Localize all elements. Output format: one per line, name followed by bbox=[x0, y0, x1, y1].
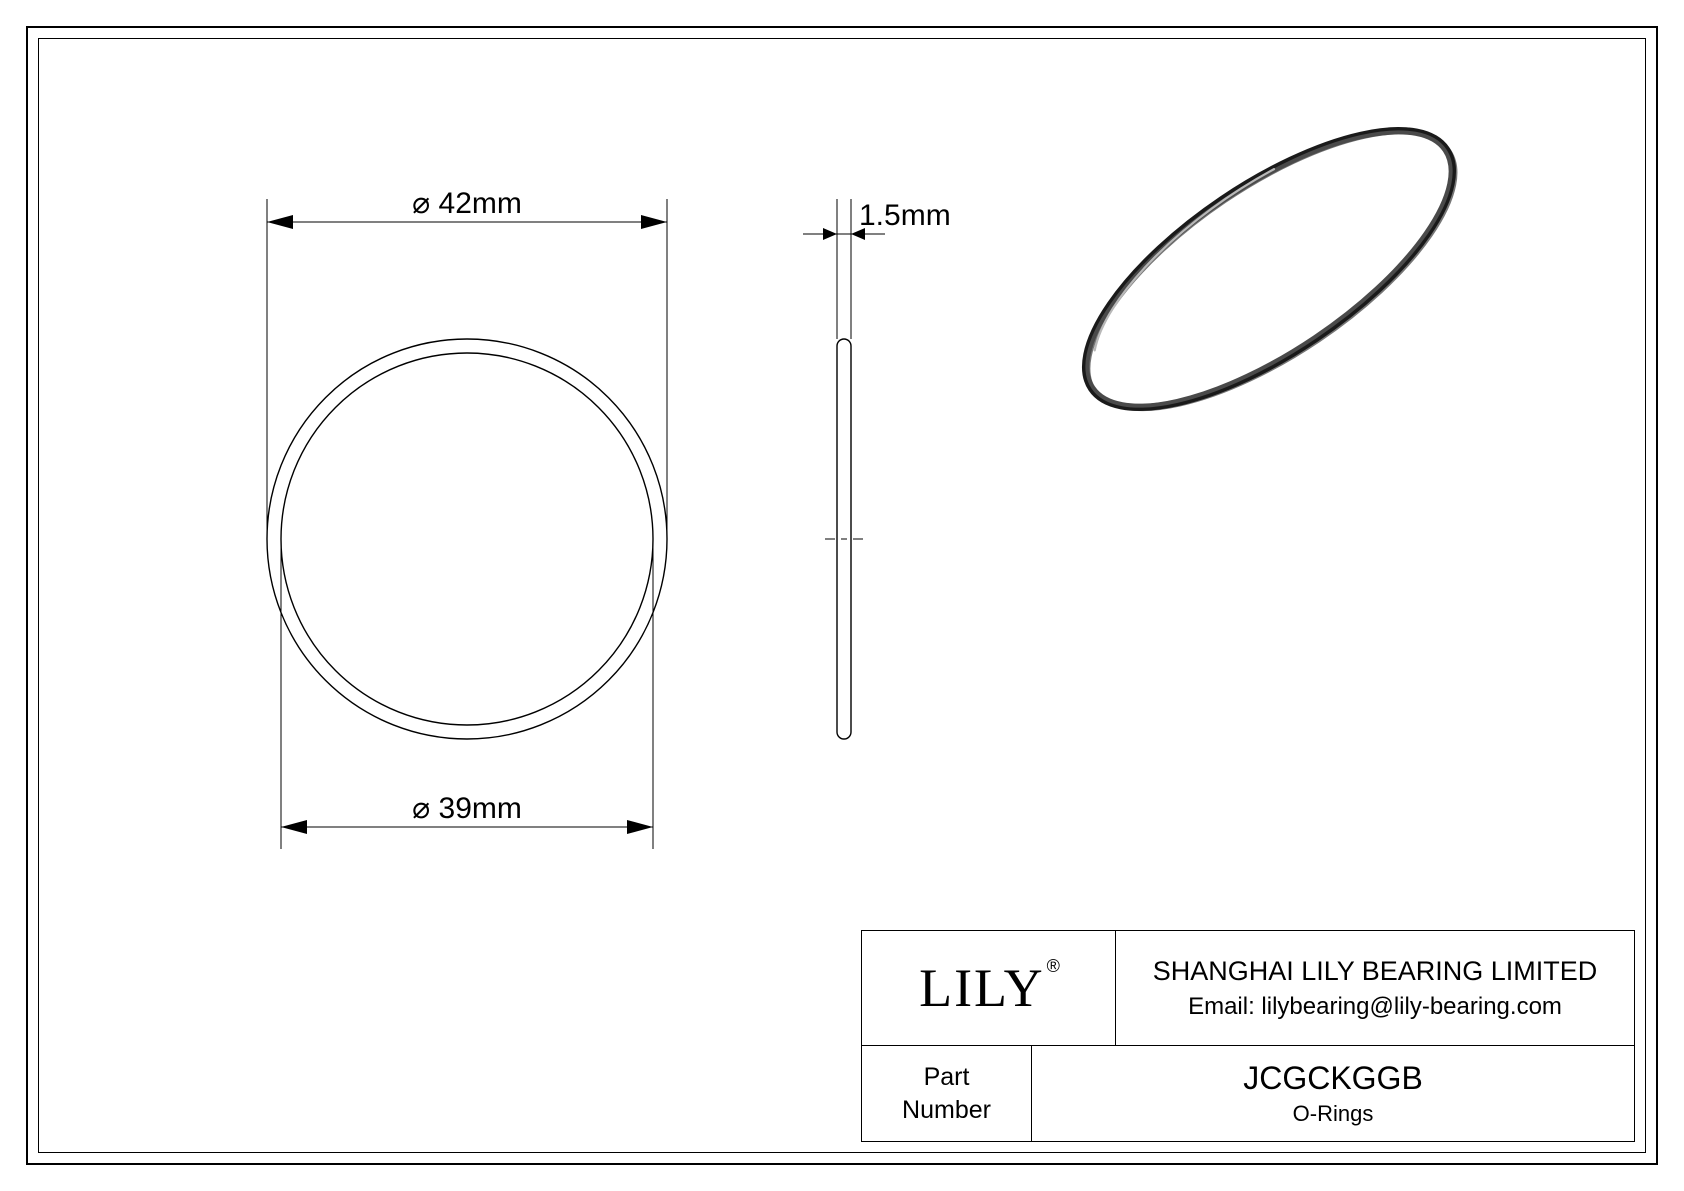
logo-text: LILY bbox=[919, 957, 1045, 1019]
inner-frame: ⌀ 42mm ⌀ 39mm bbox=[38, 38, 1646, 1153]
company-email: Email: lilybearing@lily-bearing.com bbox=[1188, 993, 1562, 1021]
logo-cell: LILY® bbox=[862, 931, 1116, 1045]
part-description: O-Rings bbox=[1293, 1101, 1374, 1127]
company-name: SHANGHAI LILY BEARING LIMITED bbox=[1153, 956, 1598, 987]
outer-diameter-label: ⌀ 42mm bbox=[412, 187, 522, 220]
registered-mark: ® bbox=[1047, 956, 1060, 977]
outer-frame: ⌀ 42mm ⌀ 39mm bbox=[26, 26, 1658, 1165]
inner-diameter-label: ⌀ 39mm bbox=[412, 792, 522, 825]
title-block-row-2: Part Number JCGCKGGB O-Rings bbox=[862, 1046, 1634, 1141]
title-block: LILY® SHANGHAI LILY BEARING LIMITED Emai… bbox=[861, 930, 1635, 1142]
company-cell: SHANGHAI LILY BEARING LIMITED Email: lil… bbox=[1116, 931, 1634, 1045]
front-view: ⌀ 42mm ⌀ 39mm bbox=[267, 187, 667, 849]
title-block-row-1: LILY® SHANGHAI LILY BEARING LIMITED Emai… bbox=[862, 931, 1634, 1046]
part-number-label-cell: Part Number bbox=[862, 1046, 1032, 1141]
thickness-label: 1.5mm bbox=[859, 199, 951, 232]
part-number-label: Part Number bbox=[902, 1061, 991, 1126]
part-number: JCGCKGGB bbox=[1243, 1060, 1423, 1097]
side-view: 1.5mm bbox=[803, 199, 951, 739]
iso-view bbox=[1045, 79, 1497, 461]
part-number-value-cell: JCGCKGGB O-Rings bbox=[1032, 1046, 1634, 1141]
